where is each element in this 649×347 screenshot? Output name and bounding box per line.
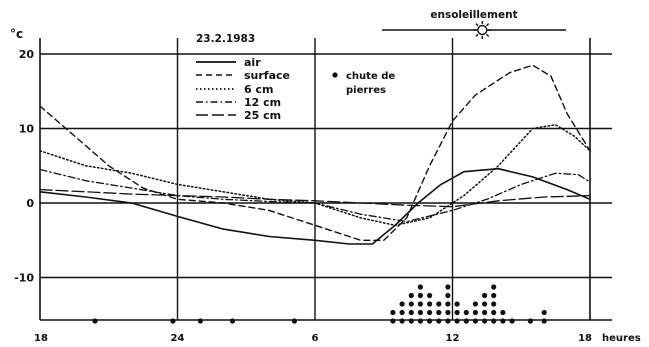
sun-disc [477, 24, 488, 36]
rockfall-dot [229, 318, 236, 324]
rockfall-dot [454, 318, 460, 324]
rockfall-dot [197, 318, 203, 324]
rockfall-dot [527, 318, 534, 324]
rockfall-dot [482, 301, 488, 307]
rockfall-dot [436, 309, 442, 316]
rockfall-dot [399, 309, 405, 316]
rockfall-dot [445, 292, 451, 299]
rockfall-dot [390, 318, 396, 324]
rockfall-dot [427, 292, 433, 299]
rockfall-dot [463, 309, 469, 316]
sun-ray [486, 23, 490, 27]
y-tick-label: 0 [26, 197, 34, 210]
series-line-surface [39, 64, 591, 242]
rockfall-legend-dot [332, 72, 338, 78]
rockfall-dot [399, 318, 405, 324]
rockfall-dot [463, 318, 469, 324]
rockfall-dot [541, 318, 547, 324]
rockfall-dot [472, 318, 478, 324]
rockfall-dot [500, 309, 506, 316]
rockfall-dot [436, 318, 442, 324]
rockfall-dot [417, 284, 423, 290]
rockfall-dot [482, 292, 488, 299]
series-line-air [39, 167, 591, 245]
rockfall-dot [445, 301, 451, 307]
rockfall-dot [417, 318, 423, 324]
legend-label: 12 cm [244, 96, 281, 109]
rockfall-dot [482, 318, 488, 324]
legend-label: air [244, 56, 261, 69]
legend-label: surface [244, 69, 290, 82]
legend-label: 25 cm [244, 109, 281, 122]
series-line-12cm [39, 168, 591, 223]
rockfall-dot [427, 318, 433, 324]
sun-ray [486, 33, 490, 37]
rockfall-dot [482, 309, 488, 316]
rockfall-dot [454, 309, 460, 316]
rockfall-dot [417, 301, 423, 307]
y-unit-label: °c [10, 27, 23, 41]
sunshine-label: ensoleillement [430, 9, 517, 21]
rockfall-dot [427, 309, 433, 316]
date-label: 23.2.1983 [196, 33, 255, 45]
series-layer [39, 64, 591, 245]
rockfall-dot [500, 318, 506, 324]
x-tick-label: 18 [578, 333, 592, 344]
rockfall-label-1: chute de [346, 71, 395, 82]
rockfall-dot [417, 292, 423, 299]
sun-icon [473, 21, 492, 39]
rockfall-dot [491, 309, 497, 316]
rockfall-dot [436, 301, 442, 307]
rockfall-dot [390, 309, 396, 316]
rockfall-label-2: pierres [346, 85, 386, 96]
y-tick-label: 10 [19, 123, 35, 136]
rockfall-dot [472, 301, 478, 307]
rockfall-dot [399, 301, 405, 307]
rockfall-dot [491, 292, 497, 299]
grid: 20 10 0 -10 18 24 6 12 18 [14, 38, 612, 344]
sun-ray [475, 23, 479, 27]
rockfall-dot [291, 318, 297, 324]
y-tick-label: -10 [14, 272, 34, 285]
sun-ray [475, 33, 479, 37]
rockfall-dot [472, 309, 478, 316]
series-line-6cm [39, 124, 591, 227]
rockfall-dot [408, 301, 414, 307]
rockfall-dots [92, 284, 547, 324]
rockfall-dot [445, 318, 451, 324]
rockfall-dot [92, 318, 98, 324]
rockfall-dot [427, 301, 433, 307]
rockfall-dot [408, 318, 414, 324]
rockfall-dot [454, 301, 460, 307]
legend-label: 6 cm [244, 83, 273, 96]
series-line-25cm [39, 188, 591, 208]
x-tick-label: 6 [312, 333, 319, 344]
rockfall-dot [491, 284, 497, 290]
x-tick-label: 12 [446, 333, 460, 344]
rockfall-dot [417, 309, 423, 316]
rockfall-dot [541, 309, 547, 316]
rockfall-dot [408, 292, 414, 299]
y-tick-label: 20 [19, 48, 35, 61]
rockfall-dot [408, 309, 414, 316]
rockfall-dot [445, 309, 451, 316]
x-unit-label: heures [602, 333, 641, 344]
rockfall-dot [509, 318, 515, 324]
x-tick-label: 18 [34, 333, 48, 344]
rockfall-dot [170, 318, 176, 324]
rockfall-dot [445, 284, 451, 290]
rockfall-dot [491, 301, 497, 307]
rockfall-dot [491, 318, 497, 324]
x-tick-label: 24 [171, 333, 185, 344]
